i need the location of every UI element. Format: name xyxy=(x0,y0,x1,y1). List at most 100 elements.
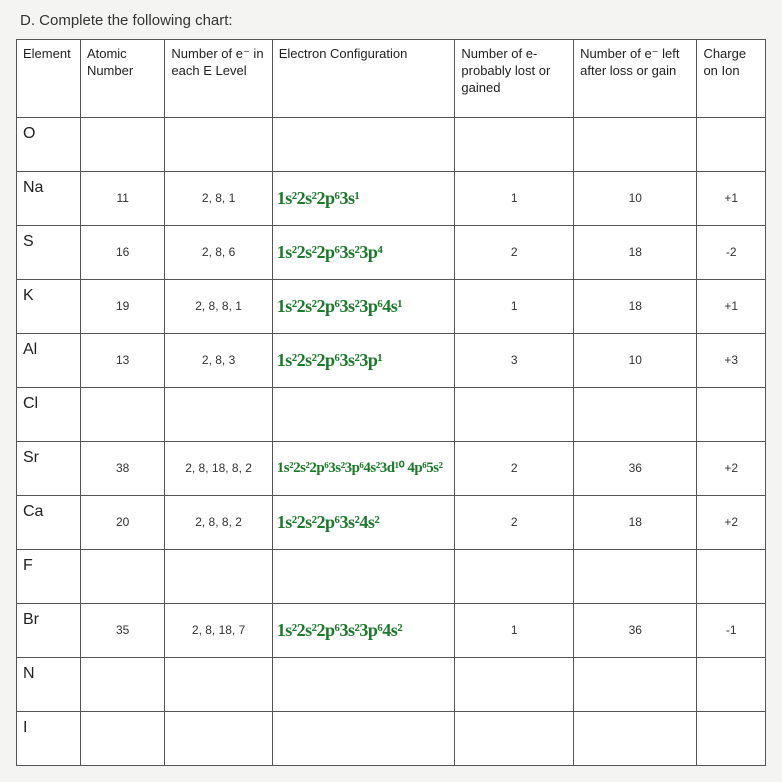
left-cell xyxy=(574,388,697,442)
lost-cell xyxy=(455,658,574,712)
charge-cell: +1 xyxy=(697,172,766,226)
left-cell xyxy=(574,658,697,712)
atomic-cell xyxy=(80,658,164,712)
element-cell: K xyxy=(17,280,81,334)
lost-cell: 1 xyxy=(455,172,574,226)
elevels-cell xyxy=(165,118,272,172)
element-cell: Al xyxy=(17,334,81,388)
atomic-cell: 20 xyxy=(80,496,164,550)
config-cell xyxy=(272,388,455,442)
atomic-cell: 35 xyxy=(80,604,164,658)
element-cell: S xyxy=(17,226,81,280)
table-row: I xyxy=(17,712,766,766)
charge-cell: +1 xyxy=(697,280,766,334)
header-row: Element Atomic Number Number of e⁻ in ea… xyxy=(17,40,766,118)
table-row: Ca 20 2, 8, 8, 2 1s²2s²2p⁶3s²4s² 2 18 +2 xyxy=(17,496,766,550)
left-cell: 18 xyxy=(574,280,697,334)
charge-cell xyxy=(697,550,766,604)
section-prompt: D. Complete the following chart: xyxy=(20,12,766,29)
atomic-cell xyxy=(80,388,164,442)
left-cell xyxy=(574,712,697,766)
atomic-cell: 13 xyxy=(80,334,164,388)
elevels-cell: 2, 8, 18, 7 xyxy=(165,604,272,658)
table-row: Al 13 2, 8, 3 1s²2s²2p⁶3s²3p¹ 3 10 +3 xyxy=(17,334,766,388)
config-cell: 1s²2s²2p⁶3s²3p⁶4s² xyxy=(272,604,455,658)
atomic-cell: 38 xyxy=(80,442,164,496)
element-cell: F xyxy=(17,550,81,604)
elevels-cell: 2, 8, 3 xyxy=(165,334,272,388)
header-charge: Charge on Ion xyxy=(697,40,766,118)
element-cell: Na xyxy=(17,172,81,226)
left-cell: 10 xyxy=(574,172,697,226)
atomic-cell: 19 xyxy=(80,280,164,334)
header-config: Electron Configuration xyxy=(272,40,455,118)
element-cell: Cl xyxy=(17,388,81,442)
elevels-cell: 2, 8, 6 xyxy=(165,226,272,280)
element-cell: O xyxy=(17,118,81,172)
table-row: F xyxy=(17,550,766,604)
left-cell xyxy=(574,550,697,604)
atomic-cell xyxy=(80,118,164,172)
elevels-cell: 2, 8, 8, 1 xyxy=(165,280,272,334)
lost-cell xyxy=(455,118,574,172)
config-cell: 1s²2s²2p⁶3s²3p¹ xyxy=(272,334,455,388)
elevels-cell xyxy=(165,658,272,712)
header-element: Element xyxy=(17,40,81,118)
config-cell xyxy=(272,658,455,712)
elevels-cell xyxy=(165,550,272,604)
config-cell: 1s²2s²2p⁶3s¹ xyxy=(272,172,455,226)
charge-cell: +3 xyxy=(697,334,766,388)
charge-cell: -2 xyxy=(697,226,766,280)
element-cell: I xyxy=(17,712,81,766)
lost-cell: 2 xyxy=(455,496,574,550)
atomic-cell xyxy=(80,550,164,604)
charge-cell: -1 xyxy=(697,604,766,658)
header-numE: Number of e⁻ in each E Level xyxy=(165,40,272,118)
lost-cell xyxy=(455,388,574,442)
charge-cell xyxy=(697,712,766,766)
config-cell: 1s²2s²2p⁶3s²3p⁶4s²3d¹⁰ 4p⁶5s² xyxy=(272,442,455,496)
element-cell: Ca xyxy=(17,496,81,550)
table-row: Na 11 2, 8, 1 1s²2s²2p⁶3s¹ 1 10 +1 xyxy=(17,172,766,226)
elevels-cell xyxy=(165,712,272,766)
table-row: N xyxy=(17,658,766,712)
config-cell xyxy=(272,712,455,766)
periodic-chart-table: Element Atomic Number Number of e⁻ in ea… xyxy=(16,39,766,766)
config-cell: 1s²2s²2p⁶3s²3p⁶4s¹ xyxy=(272,280,455,334)
elevels-cell: 2, 8, 18, 8, 2 xyxy=(165,442,272,496)
table-row: Cl xyxy=(17,388,766,442)
header-atomic: Atomic Number xyxy=(80,40,164,118)
lost-cell: 2 xyxy=(455,226,574,280)
charge-cell xyxy=(697,388,766,442)
atomic-cell xyxy=(80,712,164,766)
element-cell: N xyxy=(17,658,81,712)
table-row: Br 35 2, 8, 18, 7 1s²2s²2p⁶3s²3p⁶4s² 1 3… xyxy=(17,604,766,658)
header-left: Number of e⁻ left after loss or gain xyxy=(574,40,697,118)
charge-cell xyxy=(697,118,766,172)
left-cell xyxy=(574,118,697,172)
table-row: Sr 38 2, 8, 18, 8, 2 1s²2s²2p⁶3s²3p⁶4s²3… xyxy=(17,442,766,496)
config-cell: 1s²2s²2p⁶3s²4s² xyxy=(272,496,455,550)
config-cell: 1s²2s²2p⁶3s²3p⁴ xyxy=(272,226,455,280)
config-cell xyxy=(272,118,455,172)
lost-cell: 3 xyxy=(455,334,574,388)
charge-cell: +2 xyxy=(697,442,766,496)
lost-cell xyxy=(455,550,574,604)
left-cell: 18 xyxy=(574,496,697,550)
lost-cell: 1 xyxy=(455,280,574,334)
table-row: O xyxy=(17,118,766,172)
left-cell: 18 xyxy=(574,226,697,280)
elevels-cell: 2, 8, 8, 2 xyxy=(165,496,272,550)
lost-cell xyxy=(455,712,574,766)
left-cell: 36 xyxy=(574,604,697,658)
element-cell: Br xyxy=(17,604,81,658)
atomic-cell: 11 xyxy=(80,172,164,226)
lost-cell: 2 xyxy=(455,442,574,496)
lost-cell: 1 xyxy=(455,604,574,658)
elevels-cell xyxy=(165,388,272,442)
left-cell: 36 xyxy=(574,442,697,496)
table-row: K 19 2, 8, 8, 1 1s²2s²2p⁶3s²3p⁶4s¹ 1 18 … xyxy=(17,280,766,334)
left-cell: 10 xyxy=(574,334,697,388)
config-cell xyxy=(272,550,455,604)
table-row: S 16 2, 8, 6 1s²2s²2p⁶3s²3p⁴ 2 18 -2 xyxy=(17,226,766,280)
